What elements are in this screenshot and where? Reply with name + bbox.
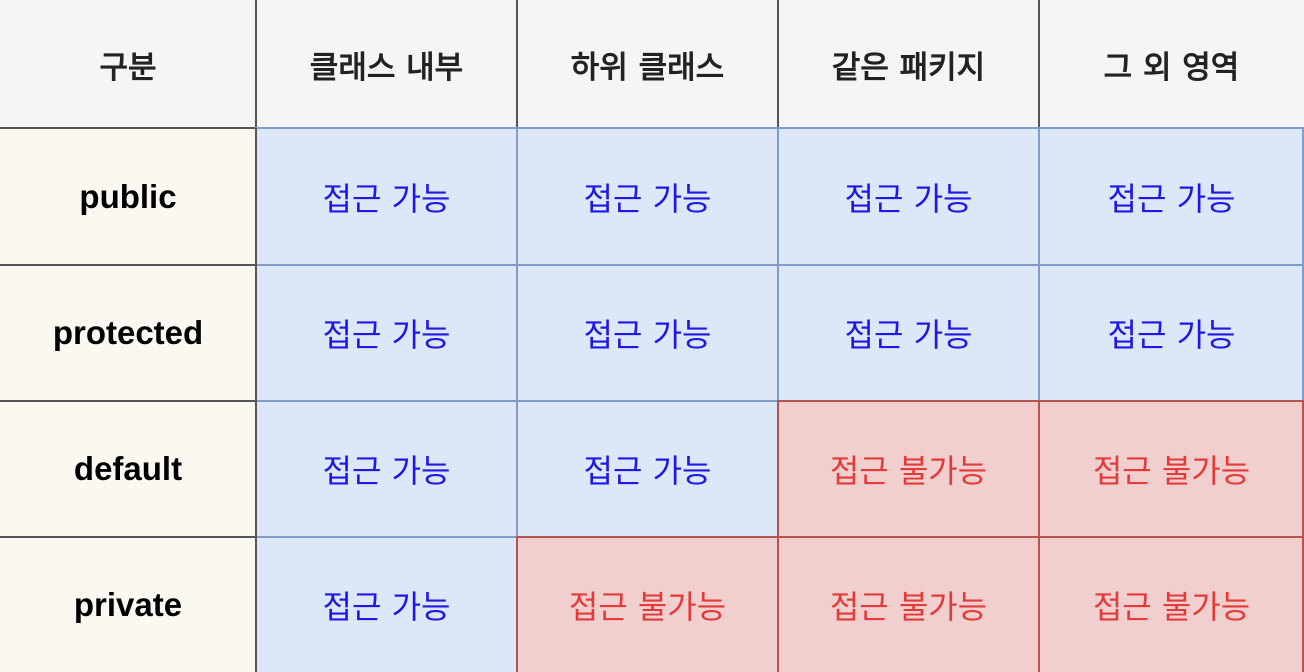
cell-border bbox=[516, 264, 778, 266]
cell-border bbox=[777, 400, 779, 537]
row-label-public: public bbox=[0, 128, 256, 265]
grid-divider bbox=[516, 0, 518, 128]
cell-border bbox=[516, 400, 518, 537]
cell-private-subclass: 접근 불가능 bbox=[517, 537, 778, 672]
cell-private-same-package: 접근 불가능 bbox=[778, 537, 1039, 672]
grid-divider bbox=[0, 264, 256, 266]
cell-border bbox=[777, 400, 1039, 402]
cell-border bbox=[1038, 127, 1040, 265]
grid-divider bbox=[0, 127, 256, 129]
cell-border bbox=[1302, 264, 1304, 401]
header-inside-class: 클래스 내부 bbox=[256, 0, 517, 128]
cell-border bbox=[777, 536, 779, 672]
cell-border bbox=[1302, 127, 1304, 265]
header-other-area: 그 외 영역 bbox=[1039, 0, 1304, 128]
cell-border bbox=[1038, 400, 1304, 402]
cell-border bbox=[516, 127, 778, 129]
grid-divider bbox=[777, 0, 779, 128]
row-label-protected: protected bbox=[0, 265, 256, 401]
header-same-package: 같은 패키지 bbox=[778, 0, 1039, 128]
cell-default-other-area: 접근 불가능 bbox=[1039, 401, 1304, 537]
row-label-default: default bbox=[0, 401, 256, 537]
cell-border bbox=[1038, 127, 1304, 129]
cell-border bbox=[1038, 264, 1304, 266]
cell-border bbox=[1038, 536, 1304, 538]
header-category: 구분 bbox=[0, 0, 256, 128]
cell-public-subclass: 접근 가능 bbox=[517, 128, 778, 265]
cell-border bbox=[255, 264, 517, 266]
cell-border bbox=[777, 536, 1039, 538]
header-subclass: 하위 클래스 bbox=[517, 0, 778, 128]
cell-private-other-area: 접근 불가능 bbox=[1039, 537, 1304, 672]
grid-divider bbox=[0, 400, 256, 402]
cell-border bbox=[255, 400, 517, 402]
cell-public-other-area: 접근 가능 bbox=[1039, 128, 1304, 265]
grid-divider bbox=[1038, 0, 1040, 128]
cell-border bbox=[1302, 400, 1304, 537]
cell-border bbox=[1038, 400, 1040, 537]
grid-divider bbox=[255, 128, 257, 672]
cell-private-inside-class: 접근 가능 bbox=[256, 537, 517, 672]
grid-divider bbox=[0, 536, 256, 538]
cell-default-subclass: 접근 가능 bbox=[517, 401, 778, 537]
cell-default-inside-class: 접근 가능 bbox=[256, 401, 517, 537]
cell-public-inside-class: 접근 가능 bbox=[256, 128, 517, 265]
cell-border bbox=[516, 536, 518, 672]
cell-border bbox=[255, 536, 517, 538]
cell-border bbox=[516, 264, 518, 401]
row-label-private: private bbox=[0, 537, 256, 672]
cell-border bbox=[516, 536, 778, 538]
cell-public-same-package: 접근 가능 bbox=[778, 128, 1039, 265]
cell-border bbox=[516, 400, 778, 402]
cell-default-same-package: 접근 불가능 bbox=[778, 401, 1039, 537]
cell-protected-other-area: 접근 가능 bbox=[1039, 265, 1304, 401]
cell-protected-same-package: 접근 가능 bbox=[778, 265, 1039, 401]
cell-border bbox=[777, 264, 1039, 266]
cell-border bbox=[516, 127, 518, 265]
cell-border bbox=[777, 127, 779, 265]
grid-divider bbox=[255, 0, 257, 128]
cell-border bbox=[1302, 536, 1304, 672]
cell-border bbox=[1038, 264, 1040, 401]
cell-protected-subclass: 접근 가능 bbox=[517, 265, 778, 401]
cell-border bbox=[1038, 536, 1040, 672]
cell-border bbox=[777, 264, 779, 401]
cell-protected-inside-class: 접근 가능 bbox=[256, 265, 517, 401]
cell-border bbox=[777, 127, 1039, 129]
cell-border bbox=[255, 127, 517, 129]
